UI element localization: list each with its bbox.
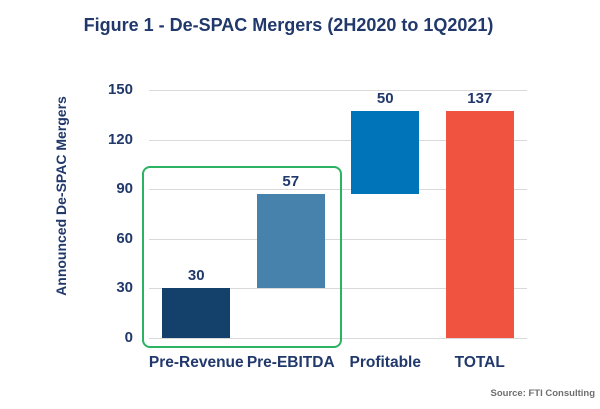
source-note: Source: FTI Consulting <box>490 388 596 399</box>
gridline-y30 <box>149 288 527 290</box>
x-label-profitable: Profitable <box>349 354 421 371</box>
value-label-pre-ebitda: 57 <box>282 173 300 191</box>
y-tick-90: 90 <box>116 180 133 198</box>
plot-area: 0 30 60 90 120 150 30 Pre-Revenue 57 Pre-EBITDA 50… <box>108 82 527 371</box>
bar-pre-ebitda <box>256 194 325 289</box>
y-tick-30: 30 <box>116 279 133 297</box>
chart-title: Figure 1 - De-SPAC Mergers (2H2020 to 1Q… <box>83 15 494 35</box>
y-tick-0: 0 <box>124 329 133 346</box>
gridline-y0 <box>149 338 527 339</box>
bar-profitable <box>351 111 420 195</box>
gridline-y150 <box>149 90 527 91</box>
value-label-profitable: 50 <box>376 90 394 108</box>
value-label-pre-revenue: 30 <box>187 267 205 285</box>
gridline-y120 <box>149 139 527 141</box>
x-label-pre-ebitda: Pre-EBITDA <box>246 354 335 371</box>
x-label-pre-revenue: Pre-Revenue <box>148 354 244 371</box>
bar-pre-revenue <box>162 288 231 338</box>
value-label-total: 137 <box>467 90 493 108</box>
y-axis-label: Announced De-SPAC Mergers <box>53 96 69 296</box>
gridline-y90 <box>149 189 527 191</box>
y-tick-120: 120 <box>107 130 133 148</box>
bar-total <box>445 111 514 338</box>
x-label-total: TOTAL <box>454 354 505 371</box>
gridline-y60 <box>149 238 527 240</box>
y-tick-60: 60 <box>116 229 133 247</box>
highlight-box <box>142 166 342 348</box>
y-tick-150: 150 <box>107 81 133 98</box>
